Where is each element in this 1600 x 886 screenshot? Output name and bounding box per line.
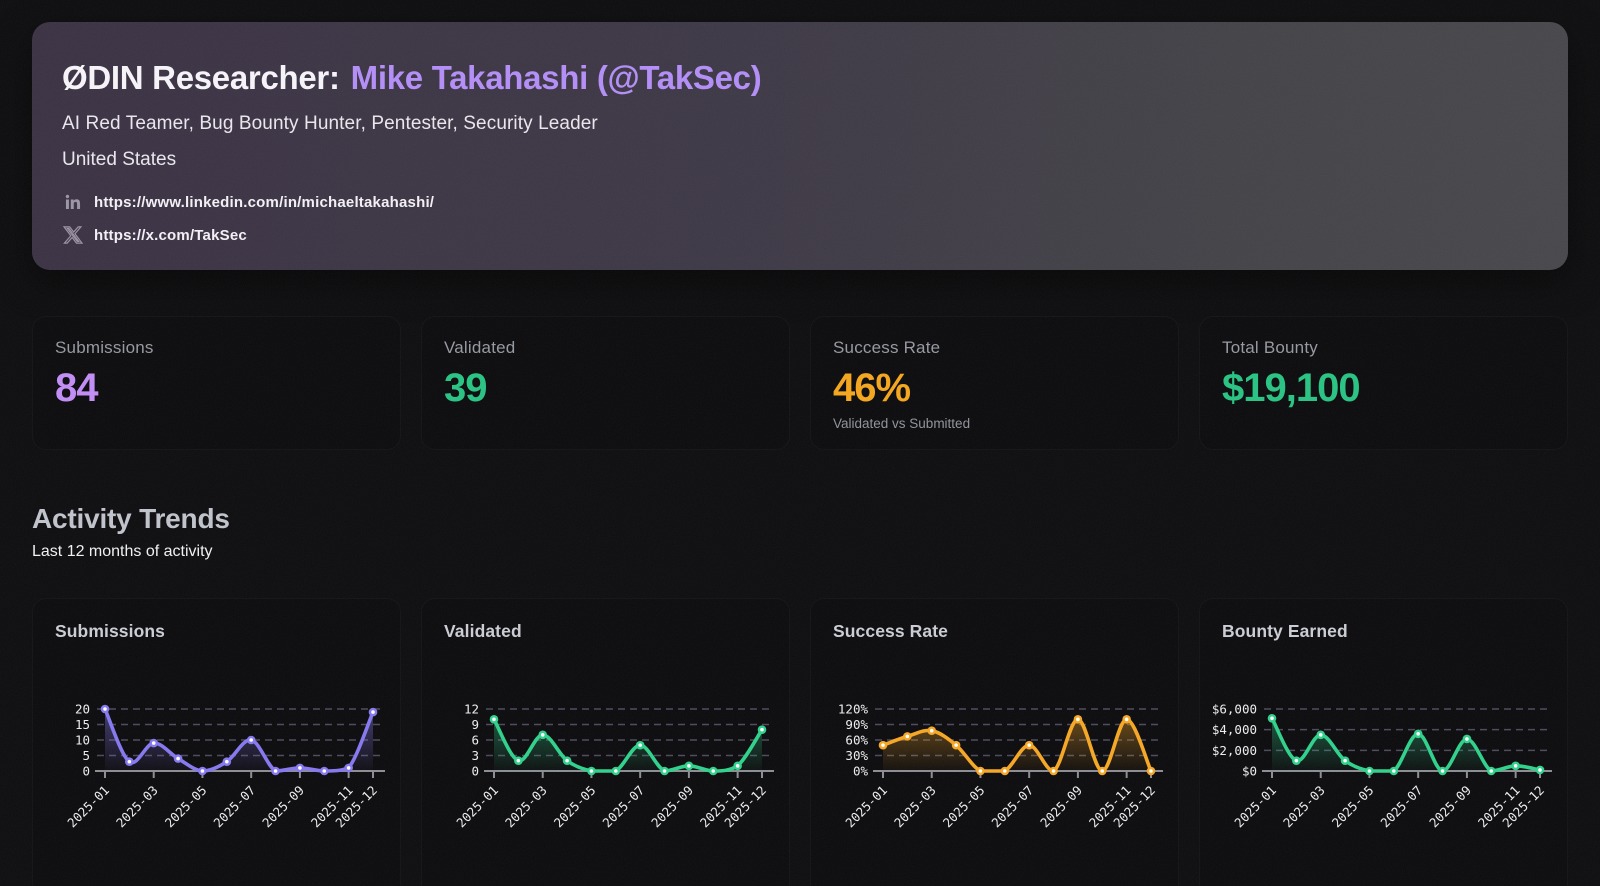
x-link[interactable]: https://x.com/TakSec	[62, 225, 247, 246]
svg-text:2025-07: 2025-07	[1377, 783, 1425, 831]
svg-text:0: 0	[82, 764, 90, 779]
chart-title-bounty-earned: Bounty Earned	[1222, 621, 1348, 641]
svg-text:20: 20	[75, 702, 90, 717]
activity-trends-section-head: Activity Trends Last 12 months of activi…	[32, 503, 1568, 561]
chart-card-bounty-earned: Bounty Earned $0 $2,000 $4,000 $6,000 2025-0…	[1199, 598, 1568, 886]
svg-text:2025-09: 2025-09	[648, 783, 696, 831]
svg-text:0: 0	[471, 764, 479, 779]
svg-text:2025-01: 2025-01	[453, 783, 501, 831]
linkedin-url-text: https://www.linkedin.com/in/michaeltakah…	[94, 193, 435, 211]
svg-text:$0: $0	[1242, 764, 1257, 779]
stat-value-total-bounty: $19,100	[1222, 366, 1361, 410]
svg-text:$4,000: $4,000	[1212, 722, 1257, 737]
svg-text:2025-01: 2025-01	[842, 783, 890, 831]
svg-text:30%: 30%	[845, 748, 868, 763]
chart-card-submissions: Submissions 0 5 10 15 20 2025-01 2025-03 2025-0…	[32, 598, 401, 886]
chart-title-validated: Validated	[444, 621, 522, 641]
svg-text:2025-07: 2025-07	[599, 783, 647, 831]
page-title: ØDIN Researcher: Mike Takahashi (@TakSec)	[62, 58, 1534, 98]
linkedin-link[interactable]: https://www.linkedin.com/in/michaeltakah…	[62, 192, 434, 213]
chart-title-submissions: Submissions	[55, 621, 166, 641]
svg-text:2025-09: 2025-09	[1037, 783, 1085, 831]
stat-value-validated: 39	[444, 366, 488, 410]
svg-text:2025-03: 2025-03	[502, 783, 550, 831]
stat-label-submissions: Submissions	[55, 338, 154, 357]
svg-text:2025-05: 2025-05	[940, 783, 988, 831]
svg-text:90%: 90%	[845, 717, 868, 732]
page-title-prefix: ØDIN Researcher:	[62, 59, 340, 96]
stat-card-submissions: Submissions 84	[32, 316, 401, 450]
stat-card-total-bounty: Total Bounty $19,100	[1199, 316, 1568, 450]
chart-title-success-rate: Success Rate	[833, 621, 949, 641]
svg-text:6: 6	[471, 733, 479, 748]
profile-location: United States	[62, 148, 177, 170]
svg-text:5: 5	[82, 748, 90, 763]
linkedin-icon	[62, 192, 83, 213]
x-icon	[62, 225, 83, 246]
svg-text:$6,000: $6,000	[1212, 702, 1257, 717]
x-url-text: https://x.com/TakSec	[94, 226, 247, 244]
svg-text:$2,000: $2,000	[1212, 743, 1257, 758]
svg-text:2025-05: 2025-05	[1329, 783, 1377, 831]
svg-text:2025-05: 2025-05	[551, 783, 599, 831]
chart-card-success-rate: Success Rate 0% 30% 60% 90% 120% 2025-01 2025-…	[810, 598, 1179, 886]
profile-subtitle: AI Red Teamer, Bug Bounty Hunter, Pentes…	[62, 112, 598, 134]
svg-text:60%: 60%	[845, 733, 868, 748]
svg-text:2025-03: 2025-03	[1280, 783, 1328, 831]
profile-header-card: ØDIN Researcher: Mike Takahashi (@TakSec)…	[32, 22, 1568, 270]
svg-text:2025-09: 2025-09	[1426, 783, 1474, 831]
activity-charts-row: Submissions 0 5 10 15 20 2025-01 2025-03 2025-0…	[32, 598, 1568, 886]
svg-text:9: 9	[471, 717, 479, 732]
svg-text:2025-03: 2025-03	[113, 783, 161, 831]
profile-links: https://www.linkedin.com/in/michaeltakah…	[62, 192, 1534, 246]
svg-text:2025-07: 2025-07	[210, 783, 258, 831]
svg-text:15: 15	[75, 717, 90, 732]
stat-card-success-rate: Success Rate 46% Validated vs Submitted	[810, 316, 1179, 450]
svg-text:2025-01: 2025-01	[64, 783, 112, 831]
svg-text:3: 3	[471, 748, 479, 763]
svg-text:12: 12	[464, 702, 479, 717]
stat-value-success-rate: 46%	[833, 366, 911, 410]
stat-label-total-bounty: Total Bounty	[1222, 338, 1318, 357]
svg-text:0%: 0%	[853, 764, 869, 779]
stat-value-submissions: 84	[55, 366, 99, 410]
svg-text:10: 10	[75, 733, 90, 748]
stat-sublabel-success-rate: Validated vs Submitted	[833, 416, 971, 431]
page-title-researcher-name: Mike Takahashi (@TakSec)	[350, 59, 762, 96]
stats-summary-row: Submissions 84 Validated 39 Success Rate…	[32, 316, 1568, 450]
svg-text:2025-05: 2025-05	[162, 783, 210, 831]
svg-text:2025-09: 2025-09	[259, 783, 307, 831]
stat-label-success-rate: Success Rate	[833, 338, 941, 357]
svg-text:120%: 120%	[838, 702, 869, 717]
stat-label-validated: Validated	[444, 338, 516, 357]
stat-card-validated: Validated 39	[421, 316, 790, 450]
svg-text:2025-03: 2025-03	[891, 783, 939, 831]
section-title: Activity Trends	[32, 503, 230, 534]
success-rate-line-chart: 0%30%60%90%120%2025-01 2025-03 2025-05 2025…	[838, 702, 1163, 831]
svg-text:2025-07: 2025-07	[988, 783, 1036, 831]
chart-card-validated: Validated 0 3 6 9 12 2025-01 2025-03 2025-05 202…	[421, 598, 790, 886]
section-subtitle: Last 12 months of activity	[32, 543, 213, 560]
svg-text:2025-01: 2025-01	[1231, 783, 1279, 831]
